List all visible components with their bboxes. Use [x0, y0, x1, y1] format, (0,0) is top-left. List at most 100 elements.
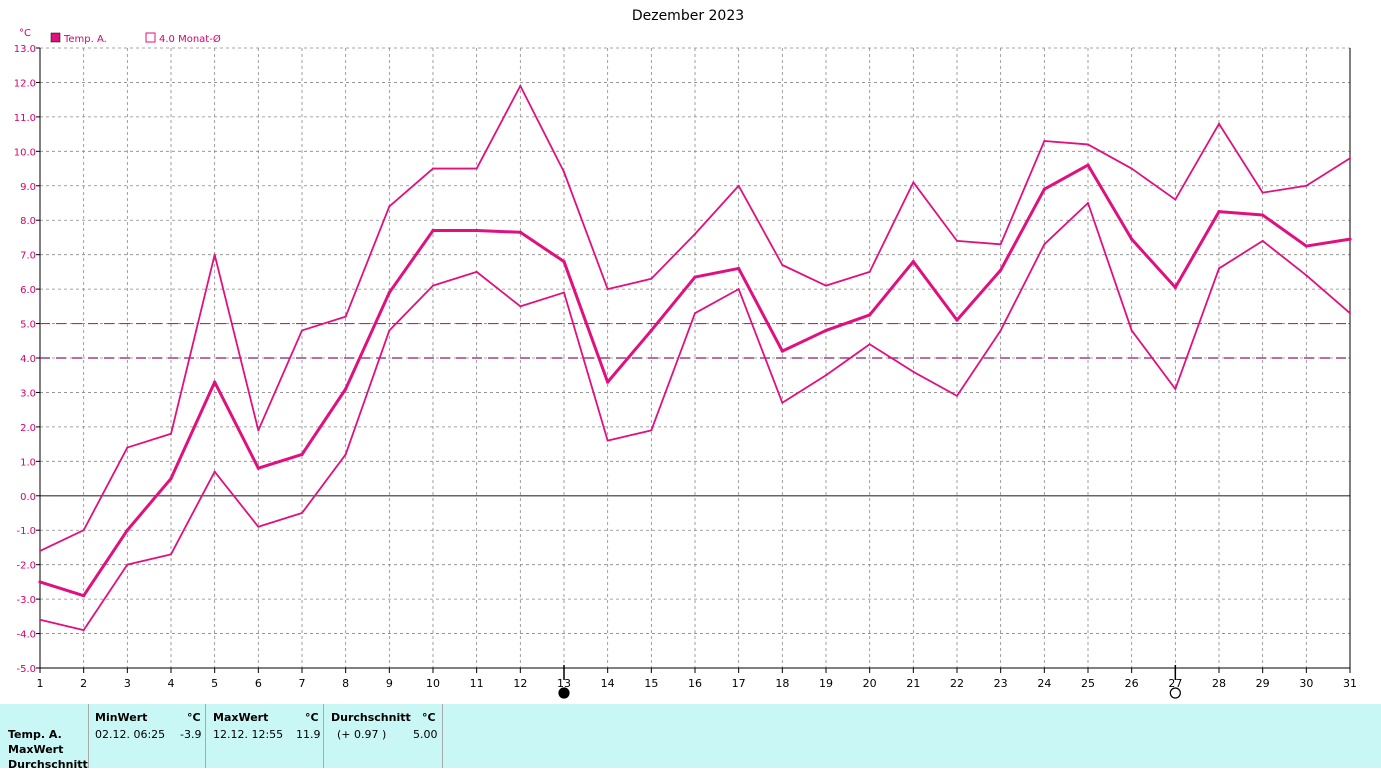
x-tick-label: 8: [342, 677, 349, 690]
y-tick-label: 0.0: [20, 492, 36, 503]
data-point-min: [650, 429, 653, 432]
x-tick-label: 13: [557, 677, 571, 690]
data-point-min: [475, 270, 478, 273]
data-point-mean: [431, 228, 435, 233]
data-point-mean: [125, 528, 129, 532]
x-tick-label: 30: [1299, 677, 1313, 690]
min-header: MinWert: [95, 711, 148, 724]
data-point-max: [82, 529, 85, 532]
data-point-max: [1349, 157, 1351, 160]
y-tick-label: 11.0: [14, 113, 36, 124]
avg-value: 5.00: [413, 728, 438, 741]
min-column: MinWert °C 02.12. 06:25 -3.9: [88, 704, 206, 768]
max-column: MaxWert °C 12.12. 12:55 11.9: [205, 704, 324, 768]
data-point-mean: [1130, 237, 1134, 241]
data-point-min: [519, 305, 522, 308]
data-point-min: [1261, 239, 1264, 242]
data-point-max: [781, 264, 784, 266]
data-point-max: [1305, 184, 1308, 187]
x-tick-label: 2: [80, 677, 87, 690]
data-point-mean: [693, 275, 697, 279]
data-point-min: [1174, 388, 1177, 390]
row-label-max: MaxWert: [8, 743, 64, 756]
y-tick-label: 3.0: [20, 388, 36, 399]
x-tick-label: 11: [470, 677, 484, 690]
data-point-min: [1130, 329, 1133, 332]
data-point-mean: [213, 380, 217, 384]
data-point-max: [1130, 167, 1133, 170]
series-lines: [38, 84, 1352, 632]
data-point-mean: [737, 266, 741, 271]
x-tick-label: 15: [644, 677, 658, 690]
y-tick-label: 7.0: [20, 251, 36, 262]
data-point-max: [1087, 143, 1089, 146]
y-tick-label: 13.0: [14, 44, 36, 55]
legend-label-temp: Temp. A.: [63, 34, 107, 45]
data-point-max: [650, 277, 653, 280]
x-tick-label: 29: [1256, 677, 1270, 690]
data-point-max: [475, 167, 478, 170]
x-tick-label: 6: [255, 677, 262, 690]
x-tick-label: 9: [386, 677, 393, 690]
data-point-min: [213, 470, 216, 473]
data-point-min: [868, 343, 871, 346]
y-unit-label: °C: [19, 28, 31, 39]
x-tick-label: 12: [513, 677, 527, 690]
data-point-max: [126, 446, 129, 449]
data-point-min: [82, 629, 85, 632]
x-tick-label: 16: [688, 677, 702, 690]
data-point-max: [170, 432, 172, 435]
data-point-max: [999, 243, 1002, 246]
y-tick-label: -4.0: [16, 630, 36, 641]
temperature-chart: Dezember 2023 °C Temp. A. 4.0 Monat-Ø -5…: [14, 8, 1358, 699]
data-point-mean: [955, 318, 959, 322]
y-tick-label: 5.0: [20, 320, 36, 331]
row-label-avg: Durchschnitt: [8, 758, 88, 771]
y-tick-label: 6.0: [20, 285, 36, 296]
x-tick-label: 22: [950, 677, 964, 690]
data-point-min: [126, 563, 129, 566]
y-tick-label: 4.0: [20, 354, 36, 365]
data-point-min: [1043, 243, 1046, 246]
x-tick-label: 1: [37, 677, 44, 690]
data-point-max: [694, 233, 696, 235]
min-value: -3.9: [180, 728, 202, 741]
data-point-max: [388, 205, 391, 208]
data-point-min: [257, 525, 260, 528]
max-datetime: 12.12. 12:55: [213, 728, 284, 741]
data-point-mean: [1086, 163, 1090, 167]
data-point-min: [1087, 202, 1089, 204]
reference-lines: [40, 322, 1350, 359]
data-point-max: [737, 184, 740, 187]
data-point-mean: [911, 259, 915, 264]
y-tick-label: -3.0: [16, 595, 36, 606]
x-tick-label: 4: [168, 677, 175, 690]
data-point-max: [825, 284, 827, 287]
data-point-max: [213, 253, 216, 256]
legend-swatch-month-avg: [145, 32, 156, 43]
legend-swatch-temp: [50, 32, 61, 43]
data-point-max: [432, 167, 434, 170]
data-point-max: [344, 315, 347, 318]
data-point-mean: [999, 268, 1003, 272]
x-axis-labels: 1 2 3 4 5 6 7 8 9 10 11 12 13 14 15 16 17 18 19 20 21 22 23 24 2…: [37, 677, 1358, 690]
data-point-mean: [169, 476, 173, 481]
x-tick-label: 27: [1168, 677, 1182, 690]
x-tick-label: 19: [819, 677, 833, 690]
row-label-temp: Temp. A.: [8, 728, 62, 741]
data-point-mean: [606, 380, 610, 384]
data-point-min: [781, 401, 784, 404]
data-point-mean: [1217, 210, 1221, 214]
data-point-max: [519, 84, 522, 87]
data-point-mean: [82, 594, 86, 598]
data-point-min: [39, 618, 41, 621]
data-point-mean: [1304, 244, 1308, 248]
x-tick-label: 25: [1081, 677, 1095, 690]
data-point-min: [694, 312, 696, 315]
avg-column: Durchschnitt °C (+ 0.97 ) 5.00: [323, 704, 443, 768]
y-tick-label: -1.0: [16, 526, 36, 537]
data-point-mean: [780, 349, 784, 353]
x-tick-label: 26: [1125, 677, 1139, 690]
min-datetime: 02.12. 06:25: [95, 728, 166, 741]
x-tick-label: 31: [1343, 677, 1357, 690]
